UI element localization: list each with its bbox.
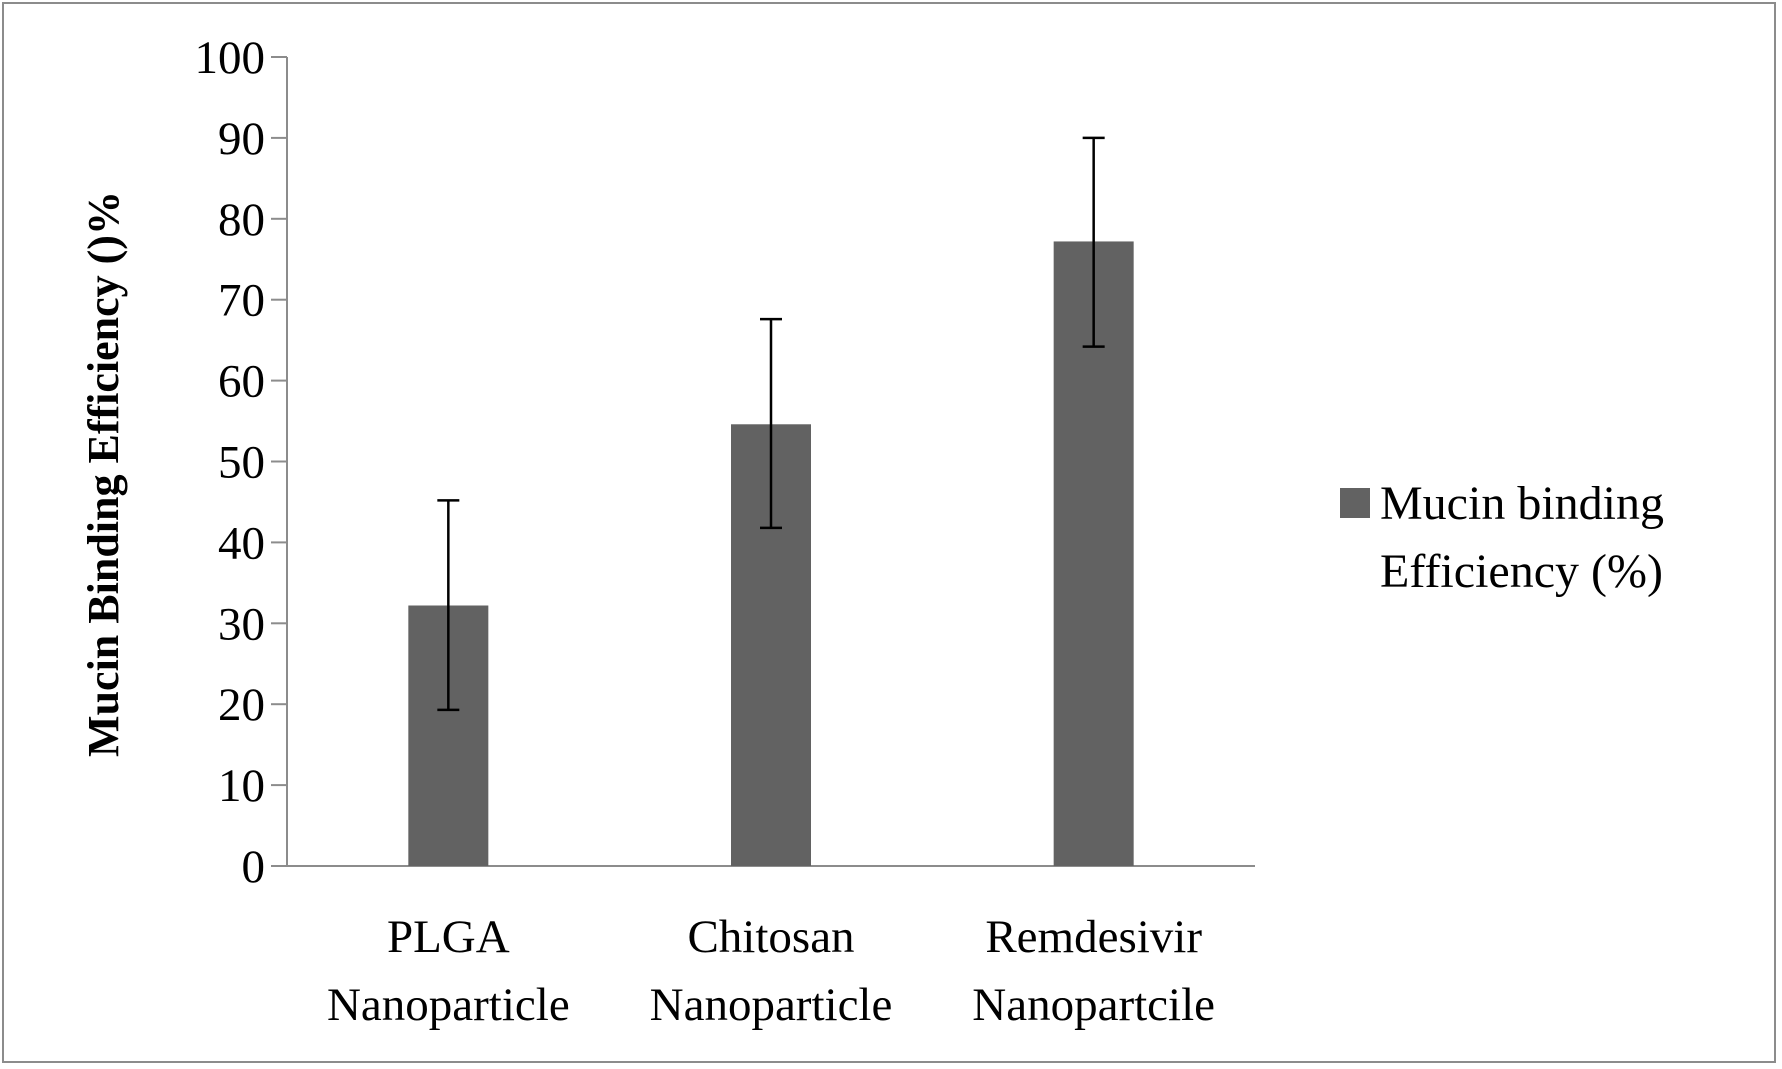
x-category-label: Chitosan Nanoparticle [650, 911, 893, 1031]
y-axis-ticks: 0 10 20 30 40 50 60 70 80 90 100 [195, 32, 287, 893]
y-tick-label: 80 [218, 194, 265, 246]
y-axis-label: Mucin Binding Efficiency ()% [79, 191, 128, 757]
error-bars-group [437, 136, 1105, 712]
y-tick-label: 100 [195, 32, 266, 84]
y-tick-label: 20 [218, 679, 265, 731]
y-tick-label: 10 [218, 760, 265, 812]
legend: Mucin binding Efficiency (%) [1340, 477, 1664, 598]
y-tick-label: 60 [218, 356, 265, 408]
x-axis-categories: PLGA Nanoparticle Chitosan Nanoparticle Remd… [327, 911, 1215, 1031]
y-tick-label: 50 [218, 437, 265, 489]
legend-swatch [1340, 488, 1370, 518]
legend-label: Mucin binding Efficiency (%) [1380, 477, 1664, 598]
y-tick-label: 70 [218, 275, 265, 327]
y-tick-label: 40 [218, 517, 265, 569]
x-category-label: PLGA Nanoparticle [327, 911, 570, 1031]
y-tick-label: 90 [218, 113, 265, 165]
y-tick-label: 30 [218, 598, 265, 650]
x-category-label: Remdesivir Nanopartcile [972, 911, 1215, 1031]
y-tick-label: 0 [242, 841, 266, 893]
